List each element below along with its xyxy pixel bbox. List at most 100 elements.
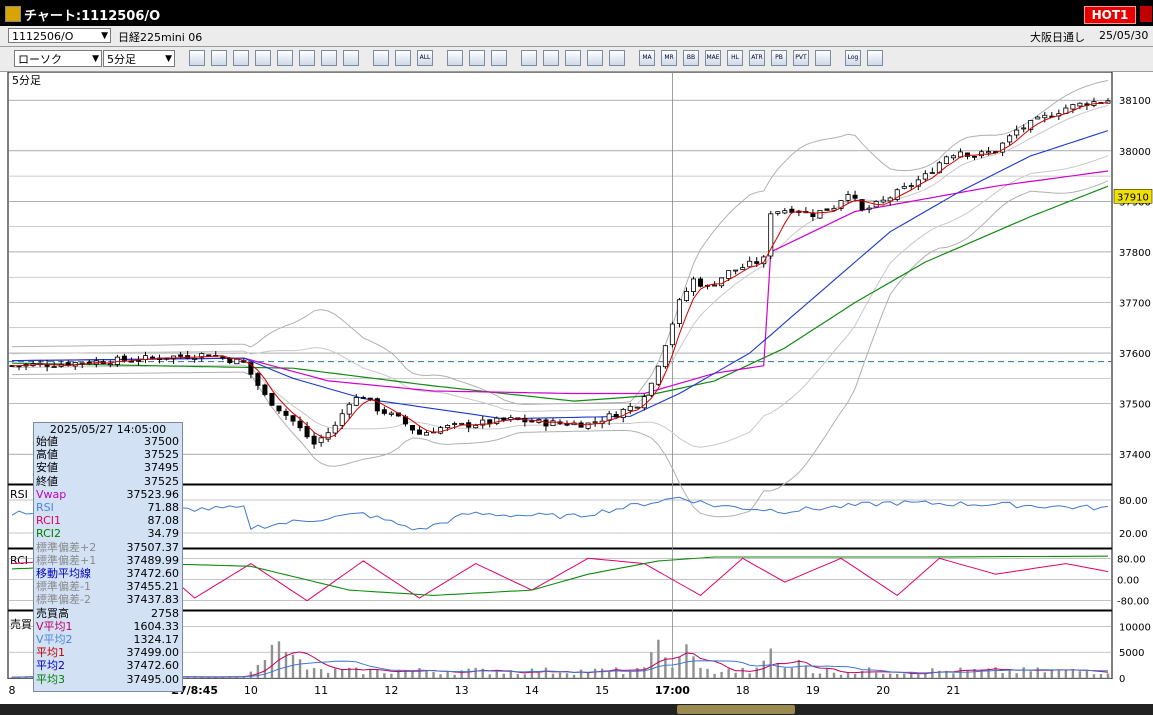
candle-body: [831, 207, 837, 211]
volume-bar: [474, 667, 477, 678]
candle-body: [388, 412, 394, 415]
cursor-icon[interactable]: [277, 50, 293, 66]
data-window-value: 37437.83: [126, 593, 180, 607]
scroll-thumb[interactable]: [677, 705, 795, 714]
volume-bar: [383, 673, 386, 678]
toolbar: ローソク ▼ 5分足 ▼ ALL MA MR BB MAE HL ATR PB PVT Log: [0, 47, 1153, 72]
volume-bar: [312, 668, 316, 678]
interval-value: 5分足: [107, 53, 136, 66]
volume-bar: [825, 668, 829, 678]
draw-icon[interactable]: [255, 50, 271, 66]
candle-body: [712, 284, 718, 287]
data-window-row: V平均1 1604.33: [34, 621, 182, 633]
candle-body: [381, 409, 387, 414]
mae-icon[interactable]: MAE: [705, 50, 721, 66]
candle-body: [964, 152, 970, 157]
data-window-label: 標準偏差+1: [36, 553, 97, 567]
data-window-label: 売買高: [36, 606, 69, 620]
prev-icon[interactable]: [373, 50, 389, 66]
time-tick-label: 8: [9, 684, 16, 697]
volume-bar: [846, 672, 850, 678]
volume-bar: [874, 672, 878, 678]
candle-body: [424, 432, 430, 436]
candle-body: [367, 397, 373, 400]
rci2-line: [11, 555, 1108, 596]
candle-body: [311, 435, 317, 445]
pencil-icon[interactable]: [233, 50, 249, 66]
settings-icon[interactable]: [447, 50, 463, 66]
volume-bar: [348, 667, 351, 678]
interval-select[interactable]: 5分足 ▼: [103, 50, 175, 67]
candle-body: [1021, 127, 1027, 130]
candle-body: [824, 208, 830, 211]
undo-icon[interactable]: [299, 50, 315, 66]
data-window-value: 2758: [151, 606, 179, 620]
candle-body: [318, 437, 324, 444]
export-icon[interactable]: [867, 50, 883, 66]
hand-icon[interactable]: [521, 50, 537, 66]
chart-icon[interactable]: [565, 50, 581, 66]
all-icon[interactable]: ALL: [417, 50, 433, 66]
volume-bar: [376, 669, 379, 678]
pb-icon[interactable]: PB: [771, 50, 787, 66]
log-icon[interactable]: Log: [845, 50, 861, 66]
data-window-label: RSI: [36, 501, 54, 514]
zoom-icon[interactable]: [189, 50, 205, 66]
candle-body: [747, 260, 753, 268]
window-icon[interactable]: [211, 50, 227, 66]
search-icon[interactable]: [543, 50, 559, 66]
volume-bar: [671, 667, 674, 678]
data-window-row: 安値 37495: [34, 462, 182, 474]
volume-bar: [706, 668, 709, 678]
app-icon: [5, 6, 21, 22]
next-icon[interactable]: [395, 50, 411, 66]
volume-bar: [924, 673, 927, 678]
data-window-value: 37472.60: [126, 659, 180, 673]
data-window-label: 終値: [36, 474, 58, 488]
hl-icon[interactable]: HL: [727, 50, 743, 66]
note-icon[interactable]: [321, 50, 337, 66]
mr-icon[interactable]: MR: [661, 50, 677, 66]
info-bar: 1112506/O ▼ 日経225mini 06 大阪日通し 25/05/30: [0, 26, 1153, 47]
volume-bar: [453, 674, 456, 678]
volume-bar: [650, 652, 653, 678]
candle-body: [592, 421, 598, 424]
bollinger-band-line: [11, 80, 1109, 405]
candle-body: [726, 270, 732, 279]
chart-canvas[interactable]: 3740037500376003770037800379003800038100…: [0, 71, 1153, 704]
volume-bar: [797, 659, 801, 678]
horizontal-scrollbar[interactable]: [0, 704, 1153, 715]
pvt-icon[interactable]: PVT: [793, 50, 809, 66]
blank-icon[interactable]: [609, 50, 625, 66]
color-icon[interactable]: [491, 50, 507, 66]
chart-area[interactable]: 3740037500376003770037800379003800038100…: [0, 71, 1153, 704]
price-tick-label: 38100: [1119, 96, 1151, 107]
volume-bar: [263, 659, 267, 678]
bb-icon[interactable]: BB: [683, 50, 699, 66]
candle-body: [950, 155, 956, 159]
ma-icon[interactable]: MA: [639, 50, 655, 66]
data-window-row: 標準偏差-2 37437.83: [34, 594, 182, 606]
chart-type-select[interactable]: ローソク ▼: [14, 50, 102, 67]
atr-icon[interactable]: ATR: [749, 50, 765, 66]
volume-bar: [994, 667, 997, 678]
data-window-value: 37507.37: [126, 540, 180, 554]
candle-body: [669, 323, 675, 346]
volume-bar: [832, 672, 836, 678]
candle-body: [761, 256, 767, 265]
candle-body: [922, 173, 928, 180]
code-select[interactable]: 1112506/O ▼: [8, 28, 111, 43]
candle-body: [733, 269, 739, 272]
frame-icon[interactable]: [815, 50, 831, 66]
candle-body: [754, 261, 760, 264]
hot-badge[interactable]: HOT1: [1084, 6, 1136, 24]
compare-icon[interactable]: [587, 50, 603, 66]
trash-icon[interactable]: [343, 50, 359, 66]
wrench-icon[interactable]: [469, 50, 485, 66]
code-value: 1112506/O: [12, 30, 74, 43]
volume-bar: [699, 667, 702, 678]
time-tick-label: 19: [806, 684, 820, 697]
close-icon[interactable]: [1140, 6, 1152, 22]
volume-bar: [558, 672, 562, 678]
volume-bar: [755, 667, 758, 678]
